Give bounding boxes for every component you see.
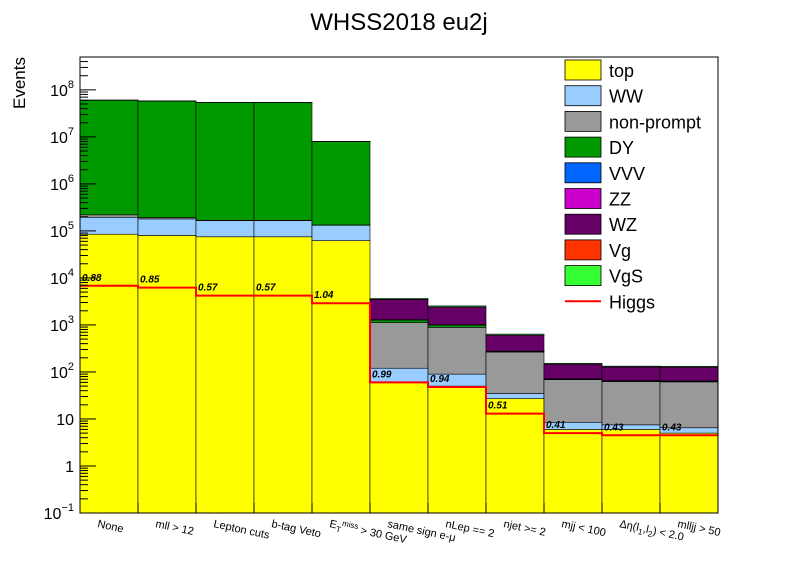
x-category-label: b-tag Veto [270, 518, 322, 540]
bar-non-prompt-10 [659, 381, 719, 429]
bar-ww-3 [253, 220, 313, 238]
higgs-ratio-label: 0.99 [372, 369, 392, 380]
legend-label: WZ [609, 215, 637, 235]
legend-label: non-prompt [609, 112, 701, 132]
higgs-ratio-label: 0.57 [256, 283, 276, 294]
bar-ww-0 [79, 216, 139, 235]
legend-swatch-zz [564, 188, 602, 209]
x-category-label: mll > 12 [154, 518, 194, 538]
x-category-label: Lepton cuts [212, 518, 271, 542]
bar-wz-8 [543, 363, 603, 380]
chart-title: WHSS2018 eu2j [310, 9, 487, 36]
bar-non-prompt-5 [369, 322, 429, 369]
higgs-ratio-label: 0.43 [662, 422, 682, 433]
legend-swatch-ww [564, 85, 602, 107]
y-tick-label: 103 [50, 314, 74, 335]
legend-label: VgS [609, 267, 643, 287]
bar-dy-2 [195, 102, 255, 221]
bar-dy-1 [137, 100, 197, 218]
bar-vgs-8 [543, 362, 603, 365]
bar-top-4 [311, 240, 371, 514]
bar-top-1 [137, 235, 197, 514]
legend-swatch-non-prompt [564, 111, 602, 132]
y-tick-label: 106 [50, 173, 74, 194]
bar-top-5 [369, 382, 429, 514]
bar-non-prompt-0 [79, 214, 139, 218]
bar-wz-9 [601, 366, 661, 381]
bar-dy-4 [311, 141, 371, 226]
bar-top-2 [195, 236, 255, 514]
bar-vgs-10 [659, 365, 719, 368]
bar-dy-3 [253, 102, 313, 221]
bar-dy-6 [427, 324, 487, 328]
higgs-ratio-label: 1.04 [314, 290, 334, 301]
legend-swatch-vg [564, 239, 602, 261]
x-category-label: None [96, 518, 124, 535]
higgs-ratio-label: 0.57 [198, 283, 218, 294]
higgs-ratio-label: 0.51 [488, 401, 508, 412]
bar-top-3 [253, 236, 313, 514]
bar-non-prompt-6 [427, 327, 487, 375]
bar-top-0 [79, 233, 139, 514]
legend-label: Higgs [609, 292, 655, 312]
higgs-ratio-label: 0.85 [140, 275, 160, 286]
x-category-label: Δη(l1,l2) < 2.0 [618, 518, 685, 545]
x-category-label: njet >= 2 [502, 518, 546, 539]
legend-label: DY [609, 138, 634, 158]
legend-label: WW [609, 87, 643, 107]
y-tick-label: 102 [50, 361, 74, 382]
y-tick-label: 105 [50, 220, 74, 241]
bar-ww-4 [311, 224, 371, 241]
y-tick-label: 107 [50, 126, 74, 147]
bar-non-prompt-9 [601, 381, 661, 426]
bar-wz-5 [369, 299, 429, 320]
bar-non-prompt-8 [543, 379, 603, 423]
legend-swatch-top [564, 59, 602, 81]
bar-wz-10 [659, 366, 719, 382]
x-category-label: mjj < 100 [560, 518, 606, 539]
bar-top-10 [659, 432, 719, 514]
bar-top-7 [485, 398, 545, 514]
bar-wz-7 [485, 334, 545, 352]
bar-ww-2 [195, 220, 255, 238]
y-tick-label: 10−1 [44, 502, 74, 523]
bar-dy-5 [369, 319, 429, 323]
bar-dy-0 [79, 99, 139, 216]
legend-label: ZZ [609, 190, 631, 210]
bar-vgs-5 [369, 298, 429, 300]
bar-wz-6 [427, 306, 487, 325]
bar-vgs-6 [427, 305, 487, 308]
bar-top-6 [427, 385, 487, 514]
legend-label: Vg [609, 241, 631, 261]
legend-label: VVV [609, 164, 645, 184]
legend-swatch-vgs [564, 265, 602, 287]
bar-top-9 [601, 429, 661, 514]
bar-vgs-9 [601, 365, 661, 368]
legend-swatch-dy [564, 136, 602, 158]
bar-top-8 [543, 429, 603, 514]
bar-ww-1 [137, 218, 197, 236]
legend-swatch-wz [564, 213, 602, 235]
legend-label: top [609, 61, 634, 81]
higgs-ratio-label: 0.41 [546, 420, 566, 431]
higgs-ratio-label: 0.94 [430, 374, 450, 385]
bar-vgs-7 [485, 333, 545, 336]
higgs-ratio-label: 0.43 [604, 422, 624, 433]
y-tick-label: 1 [65, 459, 74, 476]
bar-ww-7 [485, 393, 545, 399]
y-tick-label: 108 [50, 79, 74, 100]
y-tick-label: 10 [56, 412, 74, 429]
y-axis-label: Events [10, 57, 29, 109]
y-tick-label: 104 [50, 267, 74, 288]
bar-non-prompt-7 [485, 351, 545, 394]
legend-swatch-vvv [564, 162, 602, 184]
higgs-line [80, 284, 718, 437]
